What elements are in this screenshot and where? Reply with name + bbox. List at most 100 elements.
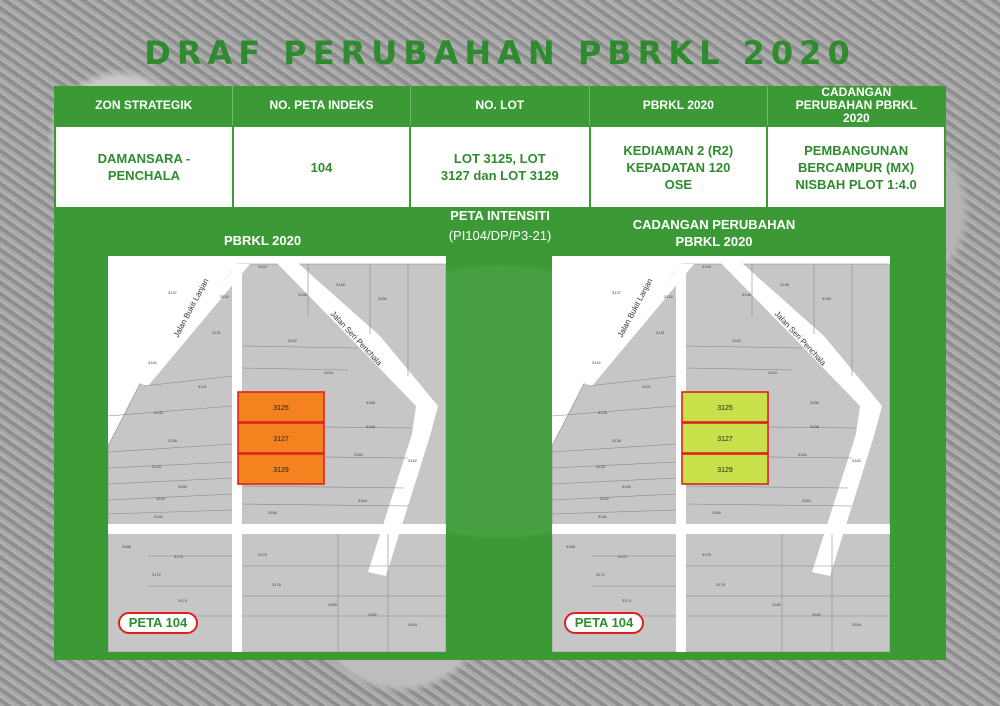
lot-number-label: 3152 xyxy=(732,338,742,343)
header-cadangan: CADANGAN PERUBAHAN PBRKL 2020 xyxy=(795,85,917,125)
lot-number-label: 3133 xyxy=(152,464,162,469)
left-map-badge: PETA 104 xyxy=(118,612,198,634)
lot-number-label: 3146 xyxy=(742,292,752,297)
parcel-boundary-line xyxy=(108,405,233,417)
lot-number-label: 3174 xyxy=(178,598,188,603)
lot-number-label: 3184 xyxy=(408,622,418,627)
road-horizontal xyxy=(108,524,446,534)
left-map-title: PBRKL 2020 xyxy=(224,233,302,248)
road-bukit-lanjan xyxy=(136,264,250,386)
lot-number-label: 3144 xyxy=(258,264,268,269)
lot-number-label: 3172 xyxy=(152,572,162,577)
parcel-boundary-line xyxy=(108,493,233,501)
lot-number-label: 3135 xyxy=(598,410,608,415)
road-horizontal xyxy=(552,524,890,534)
lot-number-label: 3121 xyxy=(198,384,208,389)
lot-number-label: 3166 xyxy=(712,510,722,515)
lot-number-label: 3133 xyxy=(596,464,606,469)
lot-number-label: 3178 xyxy=(272,582,282,587)
lot-number-label: 3170 xyxy=(618,554,628,559)
road-bukit-lanjan xyxy=(580,264,694,386)
lot-number-label: 3141 xyxy=(154,514,164,519)
table-header-row: ZON STRATEGIK NO. PETA INDEKS NO. LOT PB… xyxy=(55,86,945,126)
lot-number-label: 3156 xyxy=(810,400,820,405)
cell-cadangan: PEMBANGUNAN BERCAMPUR (MX) NISBAH PLOT 1… xyxy=(766,125,946,209)
right-map-svg: 3137 3118 3131 3116 3121 3135 3138 3133 3140 3142… xyxy=(552,256,890,652)
center-subtitle: (PI104/DP/P3-21) xyxy=(448,228,552,243)
lot-number-label: 3135 xyxy=(154,410,164,415)
main-panel: ZON STRATEGIK NO. PETA INDEKS NO. LOT PB… xyxy=(54,86,946,660)
left-map[interactable]: 3137 3118 3131 3116 3121 3135 3138 3133 3140 3142… xyxy=(108,256,446,652)
parcel-boundary-line xyxy=(108,443,233,453)
lot-number-label: 3176 xyxy=(702,552,712,557)
lot-number-label: 3131 xyxy=(212,330,222,335)
highlighted-lot-3129 xyxy=(237,453,325,485)
lot-number-label: 3148 xyxy=(780,282,790,287)
highlighted-lot-label: 3127 xyxy=(717,436,733,443)
highlighted-lot-label: 3129 xyxy=(717,467,733,474)
lot-number-label: 3150 xyxy=(822,296,832,301)
left-map-svg: 3137 3118 3131 3116 3121 3135 3138 3133 3140 3142… xyxy=(108,256,446,652)
parcel-boundary-line xyxy=(587,375,677,387)
lot-number-label: 3156 xyxy=(366,400,376,405)
lot-number-label: 3168 xyxy=(566,544,576,549)
lot-number-label: 3184 xyxy=(852,622,862,627)
parcel-boundary-line xyxy=(241,503,409,507)
parcel-boundary-line xyxy=(241,367,349,371)
header-zon: ZON STRATEGIK xyxy=(55,86,234,126)
lot-number-label: 3164 xyxy=(802,498,812,503)
parcel-boundary-line xyxy=(552,443,677,453)
lot-number-label: 3180 xyxy=(328,602,338,607)
lot-number-label: 3176 xyxy=(258,552,268,557)
parcel-boundary-line xyxy=(685,367,793,371)
lot-number-label: 3168 xyxy=(122,544,132,549)
road-seri-penchala xyxy=(714,256,882,576)
parcel-boundary-line xyxy=(241,485,405,489)
highlighted-lot-3127 xyxy=(681,422,769,454)
right-map[interactable]: 3137 3118 3131 3116 3121 3135 3138 3133 3140 3142… xyxy=(552,256,890,652)
lot-number-label: 3137 xyxy=(168,290,178,295)
lot-number-label: 3144 xyxy=(702,264,712,269)
lot-number-label: 3170 xyxy=(174,554,184,559)
road-vertical xyxy=(676,264,686,652)
lot-number-label: 3140 xyxy=(178,484,188,489)
parcel-boundary-line xyxy=(241,345,359,349)
lot-number-label: 3142 xyxy=(156,496,166,501)
header-pbrkl: PBRKL 2020 xyxy=(589,86,768,126)
highlighted-lot-label: 3127 xyxy=(273,436,289,443)
lot-number-label: 3138 xyxy=(168,438,178,443)
lot-number-label: 3118 xyxy=(664,294,673,299)
lot-number-label: 3182 xyxy=(368,612,378,617)
lot-number-label: 3146 xyxy=(298,292,308,297)
parcel-boundary-line xyxy=(552,477,677,485)
road-seri-penchala xyxy=(270,256,438,576)
parcel-boundary-line xyxy=(552,509,677,515)
table-row: DAMANSARA - PENCHALA 104 LOT 3125, LOT 3… xyxy=(54,125,946,209)
parcel-boundary-line xyxy=(685,485,849,489)
page-title: DRAF PERUBAHAN PBRKL 2020 xyxy=(144,34,856,72)
highlighted-lot-3129 xyxy=(681,453,769,485)
parcel-boundary-line xyxy=(108,477,233,485)
lot-number-label: 3140 xyxy=(622,484,632,489)
highlighted-lot-3125 xyxy=(681,391,769,423)
lot-number-label: 3116 xyxy=(592,360,601,365)
parcel-boundary-line xyxy=(108,509,233,515)
lot-number-label: 3160 xyxy=(798,452,808,457)
header-lot: NO. LOT xyxy=(410,86,591,126)
highlighted-lot-3125 xyxy=(237,391,325,423)
lot-number-label: 3148 xyxy=(336,282,346,287)
lot-number-label: 3174 xyxy=(622,598,632,603)
lot-number-label: 3172 xyxy=(596,572,606,577)
cell-peta: 104 xyxy=(231,125,412,209)
lot-number-label: 3138 xyxy=(612,438,622,443)
lot-number-label: 3137 xyxy=(612,290,622,295)
lot-number-label: 3150 xyxy=(378,296,388,301)
lot-number-label: 3131 xyxy=(656,330,666,335)
highlighted-lot-3127 xyxy=(237,422,325,454)
cell-lot: LOT 3125, LOT 3127 dan LOT 3129 xyxy=(409,125,591,209)
parcel-boundary-line xyxy=(552,493,677,501)
lot-number-label: 3152 xyxy=(288,338,298,343)
center-title: PETA INTENSITI xyxy=(450,208,550,223)
lot-number-label: 3160 xyxy=(354,452,364,457)
